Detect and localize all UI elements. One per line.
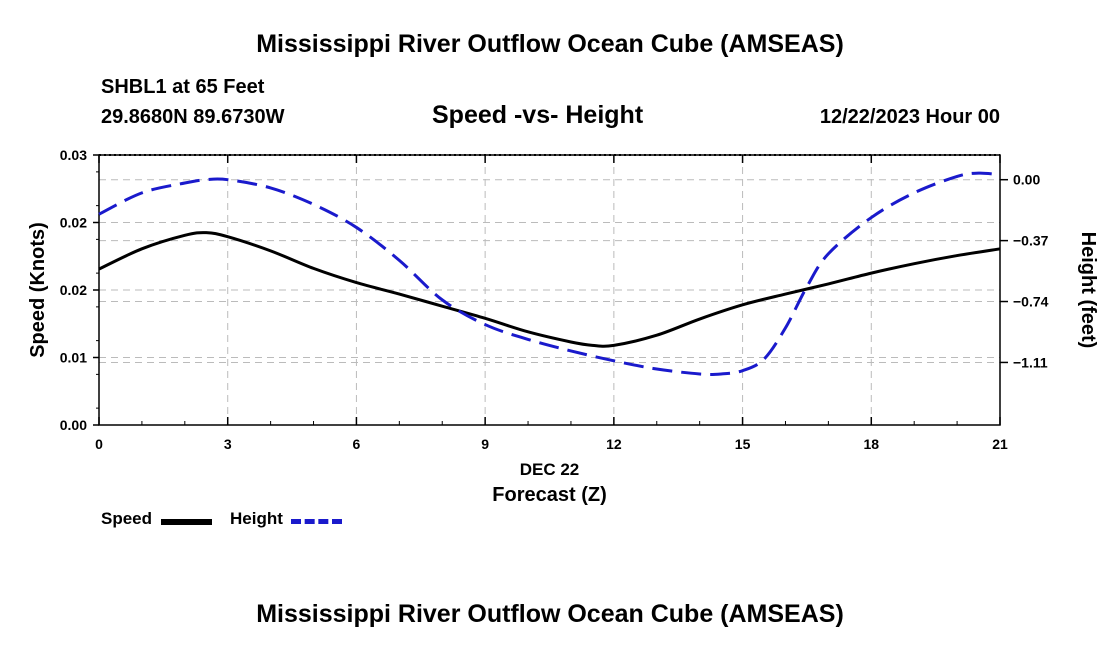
x-tick-label: 18: [863, 436, 879, 452]
chart-title-top: Mississippi River Outflow Ocean Cube (AM…: [256, 30, 844, 58]
station-coordinates: 29.8680N 89.6730W: [101, 106, 285, 128]
y-left-axis-title: Speed (Knots): [27, 222, 49, 358]
y-left-tick-label: 0.03: [60, 147, 87, 163]
label-layer: 0 3 6 9 12 15 18 21 0.00 0.01 0.02 0.02 0.03 −1.11 −0.…: [27, 147, 1099, 506]
x-tick-label: 15: [735, 436, 751, 452]
y-left-tick-label: 0.00: [60, 417, 87, 433]
chart-subtitle: Speed -vs- Height: [432, 101, 644, 129]
x-tick-label: 21: [992, 436, 1008, 452]
y-right-tick-label: −0.37: [1013, 233, 1049, 249]
station-label: SHBL1 at 65 Feet: [101, 76, 265, 98]
y-right-tick-label: −0.74: [1013, 294, 1049, 310]
y-right-tick-label: −1.11: [1013, 354, 1048, 370]
y-left-tick-label: 0.02: [60, 215, 87, 231]
height-series-line: [98, 171, 1001, 376]
x-tick-label: 9: [481, 436, 489, 452]
grid-layer: [99, 155, 1000, 425]
x-axis-sublabel: DEC 22: [520, 460, 580, 479]
x-axis-title: Forecast (Z): [492, 484, 606, 506]
legend-height-label: Height: [230, 509, 283, 528]
x-tick-label: 6: [353, 436, 361, 452]
x-tick-label: 3: [224, 436, 232, 452]
x-tick-label: 0: [95, 436, 103, 452]
series-layer: [98, 171, 1001, 376]
speed-series-line: [98, 231, 1001, 348]
y-right-tick-label: 0.00: [1013, 172, 1040, 188]
y-right-axis-title: Height (feet): [1077, 232, 1099, 349]
axis-layer: [93, 154, 1008, 426]
forecast-date: 12/22/2023 Hour 00: [819, 106, 1000, 128]
legend-speed-label: Speed: [101, 509, 153, 528]
x-tick-label: 12: [606, 436, 622, 452]
legend-height-swatch: [291, 519, 342, 524]
y-left-tick-label: 0.01: [60, 350, 87, 366]
chart-title-bottom: Mississippi River Outflow Ocean Cube (AM…: [256, 600, 844, 628]
legend-speed-swatch: [161, 519, 212, 525]
y-left-tick-label: 0.02: [60, 282, 87, 298]
